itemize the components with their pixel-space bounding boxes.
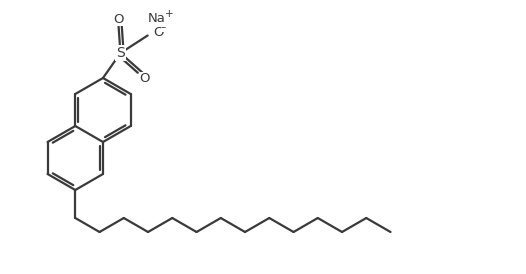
Text: O: O	[139, 72, 150, 85]
Text: S: S	[116, 46, 125, 60]
Text: –: –	[160, 22, 166, 33]
Text: +: +	[165, 9, 174, 19]
Text: O: O	[113, 13, 124, 26]
Text: Na: Na	[148, 12, 166, 25]
Text: O: O	[154, 26, 164, 39]
